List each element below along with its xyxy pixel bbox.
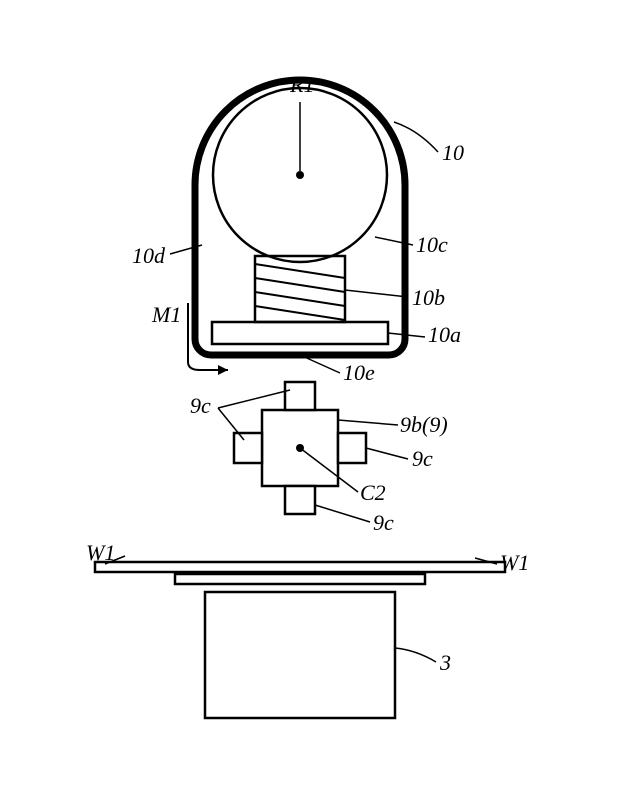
label-10b: 10b (412, 285, 445, 311)
label-3: 3 (440, 650, 451, 676)
label-9c-l: 9c (190, 393, 211, 419)
label-10c: 10c (416, 232, 448, 258)
label-r1: R1 (290, 72, 314, 98)
diagram-svg (0, 0, 640, 787)
label-10a: 10a (428, 322, 461, 348)
cross-arm-bottom (285, 486, 315, 514)
leader-9c-left-1 (218, 390, 290, 408)
stage-body (205, 592, 395, 718)
label-9b9: 9b(9) (400, 412, 448, 438)
label-9c-b: 9c (373, 510, 394, 536)
coil-zigzag (255, 264, 345, 320)
label-9c-r: 9c (412, 446, 433, 472)
label-w1-l: W1 (86, 540, 115, 566)
motion-arrow-m1-head (218, 365, 228, 375)
diagram-canvas: R1 10 10c 10d 10b M1 10a 10e 9c 9b(9) 9c… (0, 0, 640, 787)
leader-10b (345, 290, 408, 297)
wafer-plate (95, 562, 505, 572)
label-w1-r: W1 (500, 550, 529, 576)
leader-9b9 (338, 420, 398, 425)
cross-arm-top (285, 382, 315, 410)
label-10e: 10e (343, 360, 375, 386)
leader-9c-bottom (315, 505, 370, 522)
label-10: 10 (442, 140, 464, 166)
leader-9c-left-2 (218, 408, 244, 440)
leader-9c-right (366, 448, 408, 459)
leader-3 (395, 648, 436, 662)
base-plate (212, 322, 388, 344)
cross-arm-right (338, 433, 366, 463)
label-m1: M1 (152, 302, 181, 328)
label-10d: 10d (132, 243, 165, 269)
label-c2: C2 (360, 480, 386, 506)
inner-circle-center-dot (296, 171, 304, 179)
cross-arm-left (234, 433, 262, 463)
stage-top-plate (175, 574, 425, 584)
